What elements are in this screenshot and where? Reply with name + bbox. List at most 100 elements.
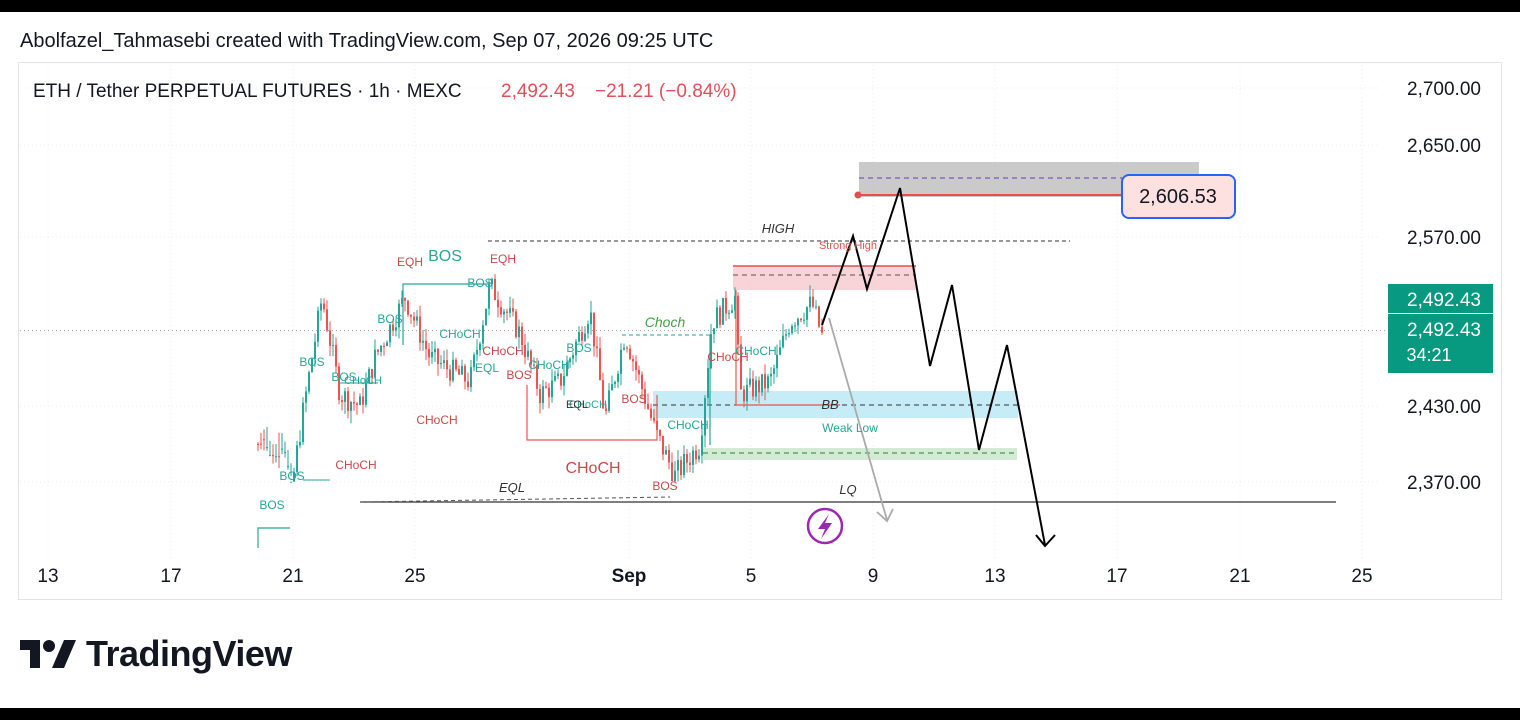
symbol-legend[interactable]: ETH / Tether PERPETUAL FUTURES · 1h · ME… bbox=[33, 81, 462, 102]
y-tick-label: 2,570.00 bbox=[1407, 228, 1481, 249]
x-tick-label: Sep bbox=[612, 566, 647, 587]
candle-body bbox=[560, 373, 562, 386]
candle-body bbox=[428, 349, 430, 358]
candle-body bbox=[500, 307, 502, 315]
countdown-timer-text: 34:21 bbox=[1406, 345, 1451, 365]
candle-body bbox=[446, 360, 448, 370]
choch2-structure bbox=[735, 290, 840, 406]
label-bos: BOS bbox=[467, 276, 492, 290]
candle-body bbox=[371, 369, 373, 378]
label-choch-caps: CHoCH bbox=[528, 358, 569, 372]
candle-body bbox=[275, 456, 277, 458]
candle-body bbox=[638, 369, 640, 375]
countdown-price-text: 2,492.43 bbox=[1407, 320, 1481, 341]
candle-body bbox=[515, 311, 517, 338]
candle-body bbox=[407, 300, 409, 315]
eql-line bbox=[359, 496, 671, 503]
candle-body bbox=[518, 326, 520, 338]
candle-body bbox=[764, 374, 766, 389]
alt-projection-line bbox=[828, 317, 888, 521]
candle-body bbox=[794, 325, 796, 327]
label-choch-caps: CHoCH bbox=[416, 413, 457, 427]
candle-body bbox=[317, 310, 319, 342]
label-bos: BOS bbox=[506, 368, 531, 382]
target-price-label: 2,606.53 bbox=[1139, 186, 1217, 208]
tradingview-mark-icon bbox=[20, 640, 76, 668]
candle-body bbox=[575, 341, 577, 356]
candle-body bbox=[257, 444, 259, 445]
candle-body bbox=[641, 374, 643, 390]
candle-body bbox=[737, 295, 739, 345]
y-tick-label: 2,430.00 bbox=[1407, 397, 1481, 418]
candle-body bbox=[533, 364, 535, 366]
candle-body bbox=[587, 324, 589, 334]
candle-body bbox=[647, 403, 649, 409]
x-tick-label: 25 bbox=[1351, 566, 1372, 587]
x-tick-label: 9 bbox=[868, 566, 879, 587]
candle-body bbox=[734, 295, 736, 311]
x-tick-label: 13 bbox=[37, 566, 58, 587]
label-bos: BOS bbox=[377, 312, 402, 326]
projection-arrowhead bbox=[1035, 534, 1056, 548]
author-credit: Abolfazel_Tahmasebi created with Trading… bbox=[20, 30, 714, 52]
candle-body bbox=[659, 429, 661, 436]
candle-body bbox=[602, 380, 604, 409]
candle-body bbox=[365, 382, 367, 405]
candle-body bbox=[413, 316, 415, 321]
tradingview-logo[interactable]: TradingView bbox=[20, 632, 292, 676]
label-choch-caps: CHoCH bbox=[344, 375, 382, 387]
candle-body bbox=[710, 334, 712, 369]
candle-body bbox=[524, 345, 526, 357]
x-tick-label: 21 bbox=[282, 566, 303, 587]
candle-body bbox=[755, 380, 757, 397]
candle-body bbox=[722, 297, 724, 325]
candle-body bbox=[752, 378, 754, 397]
candle-body bbox=[698, 455, 700, 460]
chart-frame bbox=[18, 62, 1502, 600]
candle-body bbox=[278, 456, 280, 458]
candle-body bbox=[296, 445, 298, 472]
candle-body bbox=[671, 462, 673, 482]
candle-body bbox=[482, 325, 484, 344]
weak-low-zone bbox=[703, 448, 1017, 460]
choch-structure bbox=[526, 385, 658, 441]
candle-body bbox=[689, 462, 691, 466]
target-price-box[interactable] bbox=[1121, 174, 1236, 219]
candles-layer bbox=[257, 274, 823, 483]
candle-body bbox=[464, 365, 466, 382]
candle-body bbox=[803, 319, 805, 321]
candle-body bbox=[725, 297, 727, 314]
candle-body bbox=[431, 351, 433, 358]
candle-body bbox=[821, 326, 823, 333]
candle-body bbox=[815, 306, 817, 308]
y-tick-label: 2,370.00 bbox=[1407, 473, 1481, 494]
candle-body bbox=[434, 348, 436, 352]
candle-body bbox=[632, 359, 634, 362]
candle-body bbox=[593, 312, 595, 347]
label-choch-caps: CHoCH bbox=[439, 327, 480, 341]
candle-body bbox=[806, 307, 808, 320]
candle-body bbox=[302, 402, 304, 442]
target-dot bbox=[854, 191, 862, 199]
candle-body bbox=[410, 314, 412, 317]
candle-body bbox=[473, 354, 475, 368]
label-choch-caps: CHoCH bbox=[735, 344, 776, 358]
candle-body bbox=[416, 316, 418, 321]
candle-body bbox=[383, 345, 385, 347]
label-eqh: EQH bbox=[490, 252, 516, 266]
candle-body bbox=[440, 363, 442, 365]
x-tick-label: 5 bbox=[746, 566, 757, 587]
label-bos: BOS bbox=[279, 469, 304, 483]
candle-body bbox=[674, 470, 676, 482]
candle-body bbox=[356, 403, 358, 405]
candle-body bbox=[449, 369, 451, 381]
bos-structure bbox=[402, 283, 490, 345]
candle-body bbox=[293, 471, 295, 482]
candle-body bbox=[281, 448, 283, 450]
candle-body bbox=[719, 307, 721, 325]
lightning-icon[interactable] bbox=[806, 507, 844, 545]
candle-body bbox=[452, 359, 454, 381]
drawings-layer bbox=[20, 187, 1388, 548]
candle-body bbox=[782, 335, 784, 348]
